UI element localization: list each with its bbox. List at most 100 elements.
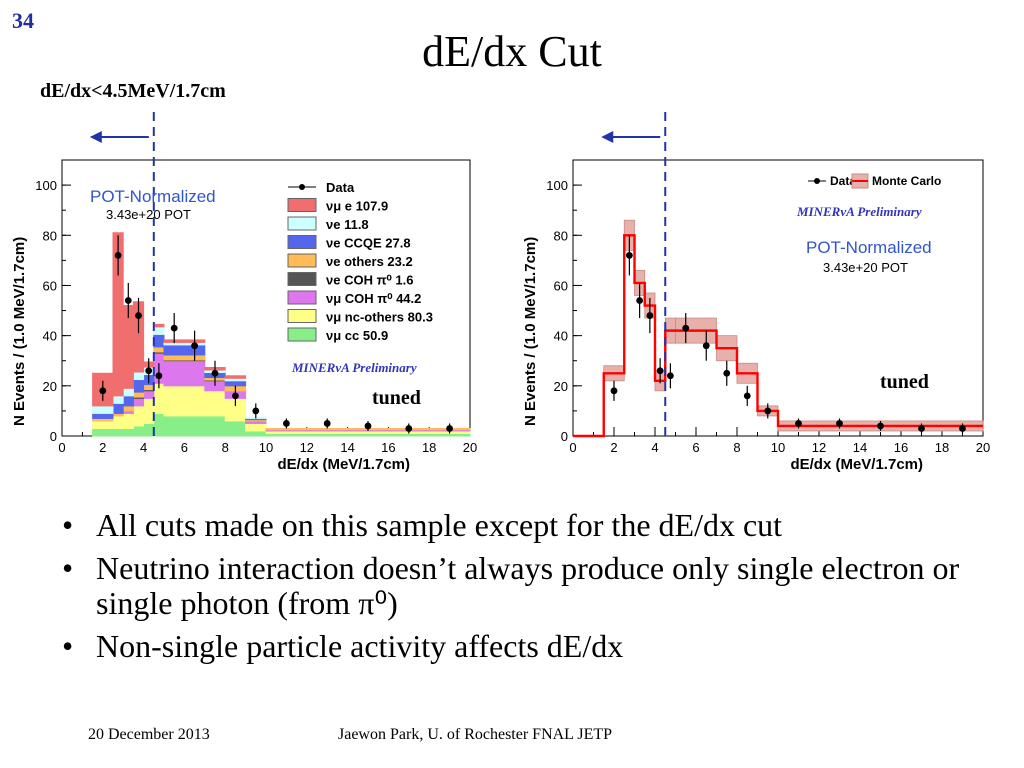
legend-label: νμ cc 50.9 xyxy=(326,328,388,343)
legend-swatch xyxy=(287,309,317,323)
stack-bar xyxy=(163,339,206,343)
y-tick-label: 60 xyxy=(43,278,57,293)
x-tick-label: 10 xyxy=(771,440,785,455)
stack-bar xyxy=(224,375,247,379)
footer-date: 20 December 2013 xyxy=(88,726,210,743)
x-tick-label: 14 xyxy=(853,440,867,455)
bullet-list: All cuts made on this sample except for … xyxy=(60,508,1000,672)
y-axis-label: N Events / (1.0 MeV/1.7cm) xyxy=(11,237,28,426)
legend-label: νμ nc-others 80.3 xyxy=(326,310,433,325)
x-tick-label: 8 xyxy=(222,440,229,455)
legend-label: νe COH π⁰ 1.6 xyxy=(326,273,413,288)
data-point xyxy=(666,372,674,380)
x-tick-label: 12 xyxy=(300,440,314,455)
y-tick-label: 20 xyxy=(43,379,57,394)
y-tick-label: 40 xyxy=(554,329,568,344)
annotation-pot-normalized: POT-Normalized xyxy=(90,187,216,206)
slide-number: 34 xyxy=(12,8,34,33)
x-tick-label: 4 xyxy=(140,440,147,455)
data-point xyxy=(877,422,884,430)
data-point xyxy=(232,392,239,400)
legend-label: Data xyxy=(326,180,355,195)
data-point xyxy=(283,420,290,427)
data-point xyxy=(743,392,751,400)
plot-frame xyxy=(572,159,984,437)
y-tick-label: 40 xyxy=(43,329,57,344)
x-axis-label: dE/dx (MeV/1.7cm) xyxy=(277,456,410,473)
legend-label: νe 11.8 xyxy=(326,217,369,232)
legend-label: Data xyxy=(830,174,856,188)
data-point xyxy=(99,387,107,395)
x-tick-label: 16 xyxy=(894,440,908,455)
data-point xyxy=(723,369,731,377)
cut-arrowhead xyxy=(601,131,614,143)
legend-marker xyxy=(299,184,305,190)
y-axis-label: N Events / (1.0 MeV/1.7cm) xyxy=(522,237,539,426)
data-point xyxy=(135,312,142,319)
bullet-item: Non-single particle activity affects dE/… xyxy=(60,629,1000,665)
legend-label: νe others 23.2 xyxy=(326,254,413,269)
data-point xyxy=(114,251,122,259)
legend-swatch xyxy=(287,253,317,268)
annotation-pot-value: 3.43e+20 POT xyxy=(823,260,908,275)
bullet-item: All cuts made on this sample except for … xyxy=(60,508,1000,544)
data-point xyxy=(918,425,925,432)
annotation-pot-normalized: POT-Normalized xyxy=(806,238,932,257)
y-tick-label: 80 xyxy=(554,228,568,243)
legend-swatch xyxy=(287,327,317,342)
y-tick-label: 100 xyxy=(546,178,568,193)
data-point xyxy=(764,407,772,415)
x-tick-label: 18 xyxy=(935,440,949,455)
stack-bar xyxy=(163,385,206,417)
y-tick-label: 0 xyxy=(561,429,568,444)
data-point xyxy=(405,425,413,432)
y-tick-label: 0 xyxy=(50,429,57,444)
legend-label: νμ COH π⁰ 44.2 xyxy=(326,291,421,306)
data-point xyxy=(959,425,966,432)
annotation-tuned: tuned xyxy=(880,371,929,393)
y-tick-label: 20 xyxy=(554,379,568,394)
cut-label: dE/dx<4.5MeV/1.7cm xyxy=(40,80,226,102)
x-tick-label: 20 xyxy=(463,440,477,455)
legend-label: νe CCQE 27.8 xyxy=(326,236,411,251)
x-tick-label: 16 xyxy=(381,440,395,455)
footer-author: Jaewon Park, U. of Rochester FNAL JETP xyxy=(338,726,613,743)
data-point xyxy=(682,324,690,332)
data-point xyxy=(252,407,260,415)
annotation-preliminary: MINERvA Preliminary xyxy=(796,204,922,219)
data-point xyxy=(323,420,331,427)
legend-swatch xyxy=(287,272,317,286)
x-tick-label: 0 xyxy=(58,440,65,455)
legend-label: Monte Carlo xyxy=(872,174,941,188)
legend-label: νμ e 107.9 xyxy=(326,199,388,214)
x-tick-label: 8 xyxy=(733,440,740,455)
data-point xyxy=(656,367,664,375)
data-point xyxy=(636,297,644,304)
mc-line xyxy=(573,234,983,438)
x-tick-label: 18 xyxy=(422,440,436,455)
legend-swatch xyxy=(287,290,317,305)
x-tick-label: 6 xyxy=(181,440,188,455)
data-point xyxy=(124,297,132,304)
x-tick-label: 4 xyxy=(651,440,658,455)
x-axis-label: dE/dx (MeV/1.7cm) xyxy=(790,456,923,473)
legend-marker xyxy=(814,178,820,184)
legend-swatch xyxy=(287,198,317,212)
data-point xyxy=(836,420,843,427)
data-point xyxy=(702,342,710,350)
legend-swatch xyxy=(287,235,317,249)
data-point xyxy=(446,425,453,432)
data-point xyxy=(145,367,153,375)
x-tick-label: 2 xyxy=(99,440,106,455)
data-point xyxy=(364,422,372,430)
x-tick-label: 6 xyxy=(692,440,699,455)
data-point xyxy=(211,369,219,377)
data-point xyxy=(795,420,802,427)
data-point xyxy=(155,372,163,380)
legend-swatch xyxy=(287,216,317,231)
data-point xyxy=(170,324,178,332)
data-point xyxy=(610,387,618,395)
annotation-preliminary: MINERvA Preliminary xyxy=(291,360,417,375)
slide-title: dE/dx Cut xyxy=(422,27,602,76)
